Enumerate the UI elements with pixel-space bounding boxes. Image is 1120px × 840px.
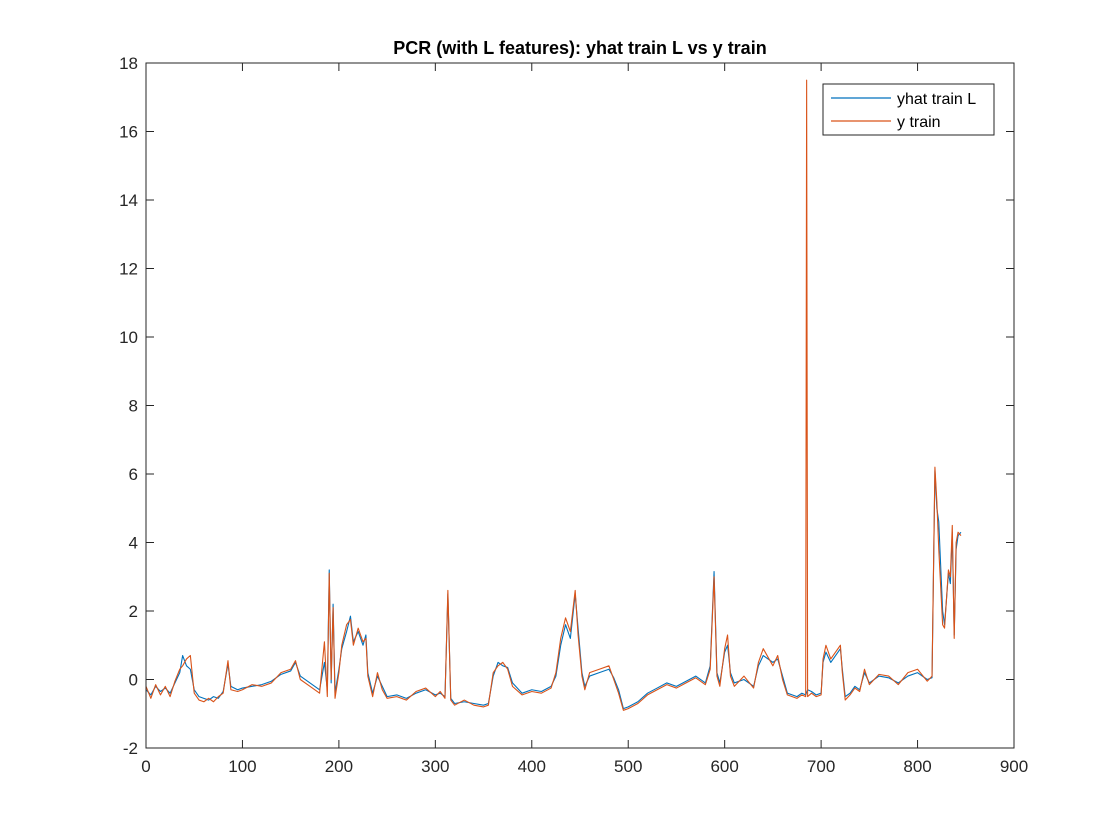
y-tick-label: 4 — [129, 534, 138, 553]
legend-label: y train — [897, 114, 941, 131]
y-tick-label: 0 — [129, 671, 138, 690]
x-tick-label: 500 — [614, 757, 642, 776]
y-tick-label: 10 — [119, 328, 138, 347]
x-tick-label: 400 — [518, 757, 546, 776]
y-tick-label: 2 — [129, 602, 138, 621]
x-tick-label: 600 — [710, 757, 738, 776]
legend: yhat train L y train — [822, 83, 995, 136]
legend-box — [822, 83, 995, 136]
x-tick-label: 100 — [228, 757, 256, 776]
ticks: 0 100 200 300 400 500 600 700 800 900-20246810121… — [119, 54, 1028, 776]
y-tick-label: 18 — [119, 54, 138, 73]
x-tick-label: 300 — [421, 757, 449, 776]
y-tick-label: 14 — [119, 191, 138, 210]
y-tick-label: 16 — [119, 123, 138, 142]
y-tick-label: 8 — [129, 397, 138, 416]
y-tick-label: 12 — [119, 260, 138, 279]
x-tick-label: 0 — [141, 757, 150, 776]
plot-area — [146, 63, 1014, 748]
x-tick-label: 800 — [903, 757, 931, 776]
y-tick-label: -2 — [123, 739, 138, 758]
series-layer — [145, 79, 962, 711]
x-tick-label: 900 — [1000, 757, 1028, 776]
axes — [146, 63, 1014, 748]
chart-title: PCR (with L features): yhat train L vs y… — [393, 38, 766, 58]
legend-label: yhat train L — [897, 91, 976, 108]
series-line-y-train — [145, 79, 962, 711]
x-tick-label: 700 — [807, 757, 835, 776]
x-tick-label: 200 — [325, 757, 353, 776]
y-tick-label: 6 — [129, 465, 138, 484]
